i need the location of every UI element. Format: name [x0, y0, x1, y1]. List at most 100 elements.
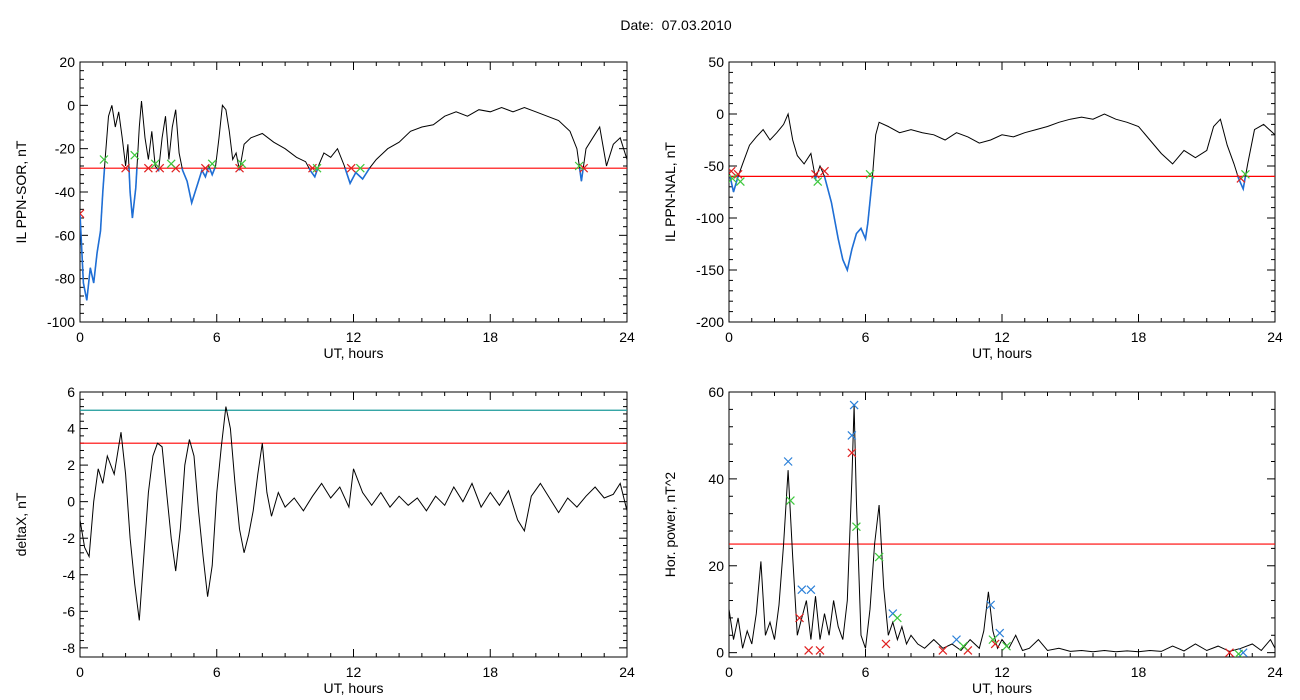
marker-green — [958, 641, 968, 651]
marker-blue — [806, 585, 816, 595]
y-tick-label: 4 — [67, 421, 75, 437]
x-tick-label: 12 — [994, 329, 1010, 345]
x-tick-label: 12 — [346, 664, 362, 680]
marker-green — [865, 169, 875, 179]
x-tick-label: 0 — [725, 329, 733, 345]
x-axis-label: UT, hours — [324, 345, 384, 361]
y-tick-label: -100 — [47, 314, 75, 330]
x-tick-label: 6 — [213, 664, 221, 680]
marker-blue — [995, 628, 1005, 638]
y-tick-label: -4 — [63, 567, 76, 583]
marker-red — [990, 639, 1000, 649]
y-tick-label: -200 — [696, 314, 724, 330]
marker-blue — [986, 600, 996, 610]
y-tick-label: -2 — [63, 530, 76, 546]
below-threshold-segment — [181, 167, 209, 206]
chart-panel-3: 0 6 12 18 24 6 4 2 0 -2 -4 -6 -8 UT, hours deltaX, nT — [13, 384, 635, 696]
marker-red — [80, 209, 85, 219]
marker-blue — [847, 431, 857, 440]
marker-red — [200, 163, 210, 173]
series-group — [80, 100, 627, 301]
chart-panel-2: 0 6 12 18 24 50 0 -50 -100 -150 -200 UT, hours IL PP… — [662, 54, 1283, 361]
marker-green — [130, 150, 140, 160]
marker-red — [820, 166, 829, 176]
x-tick-label: 0 — [76, 664, 84, 680]
y-tick-label: -40 — [55, 184, 75, 200]
y-tick-label: 6 — [67, 384, 75, 400]
y-tick-label: -50 — [704, 158, 724, 174]
below-threshold-segment — [344, 167, 371, 186]
plot-frame — [79, 391, 628, 658]
x-tick-label: 24 — [619, 329, 635, 345]
y-tick-label: 0 — [67, 97, 75, 113]
below-threshold-segment — [208, 167, 216, 177]
series-line-1 — [729, 112, 1275, 272]
marker-red — [733, 169, 743, 179]
marker-red — [579, 163, 589, 173]
marker-red — [804, 646, 814, 655]
x-axis-label: UT, hours — [324, 680, 384, 696]
x-tick-label: 18 — [482, 664, 498, 680]
marker-red — [815, 646, 825, 655]
x-tick-label: 6 — [862, 664, 870, 680]
marker-red — [881, 639, 891, 649]
marker-red — [121, 163, 131, 173]
marker-red — [938, 646, 948, 655]
y-tick-label: -80 — [55, 271, 75, 287]
marker-green — [813, 177, 823, 187]
x-axis-label: UT, hours — [972, 345, 1032, 361]
series-line-1 — [729, 404, 1275, 653]
marker-green — [786, 496, 795, 506]
below-threshold-segment — [308, 167, 319, 179]
marker-green — [1234, 649, 1244, 657]
marker-red — [811, 169, 820, 179]
marker-green — [851, 522, 861, 532]
marker-red — [795, 613, 804, 623]
chart-panel-4: 0 6 12 18 24 60 40 20 0 UT, hours Hor. power, nT^2 — [662, 384, 1283, 696]
x-tick-label: 24 — [1267, 664, 1283, 680]
marker-blue — [849, 400, 859, 410]
marker-red — [235, 163, 244, 173]
marker-green — [99, 155, 109, 164]
y-tick-label: -100 — [696, 210, 724, 226]
marker-blue — [797, 585, 807, 595]
marker-red — [143, 163, 153, 173]
y-tick-label: 40 — [708, 471, 724, 487]
x-tick-label: 0 — [76, 329, 84, 345]
x-tick-label: 24 — [1267, 329, 1283, 345]
marker-green — [729, 174, 737, 183]
below-threshold-segment — [823, 176, 874, 273]
x-tick-label: 0 — [725, 664, 733, 680]
below-threshold-segment — [729, 176, 739, 193]
x-tick-label: 6 — [213, 329, 221, 345]
y-axis-label: deltaX, nT — [13, 492, 29, 556]
x-tick-label: 24 — [619, 664, 635, 680]
series-group — [729, 112, 1275, 273]
below-threshold-segment — [80, 168, 106, 301]
below-threshold-segment — [578, 168, 584, 182]
marker-blue — [952, 635, 961, 645]
plot-frame — [728, 391, 1276, 658]
x-tick-label: 12 — [346, 329, 362, 345]
chart-panel-1: 0 6 12 18 24 20 0 -20 -40 -60 -80 -100 UT, hours IL P… — [13, 54, 635, 361]
x-tick-label: 18 — [1131, 664, 1147, 680]
page-title: Date: 07.03.2010 — [620, 17, 732, 33]
series-group — [729, 400, 1275, 657]
y-tick-label: -6 — [63, 603, 76, 619]
series-group — [80, 406, 627, 621]
plot-frame — [728, 61, 1276, 323]
marker-green — [574, 161, 584, 171]
marker-green — [988, 635, 998, 645]
y-tick-label: -20 — [55, 141, 75, 157]
marker-green — [207, 159, 217, 169]
marker-green — [166, 159, 176, 169]
marker-red — [729, 166, 736, 176]
marker-red — [346, 163, 356, 173]
series-line-1 — [80, 406, 627, 621]
marker-green — [150, 159, 160, 169]
y-tick-label: 20 — [708, 558, 724, 574]
y-tick-label: 50 — [708, 54, 724, 70]
y-tick-label: 20 — [59, 54, 75, 70]
marker-green — [874, 552, 884, 562]
